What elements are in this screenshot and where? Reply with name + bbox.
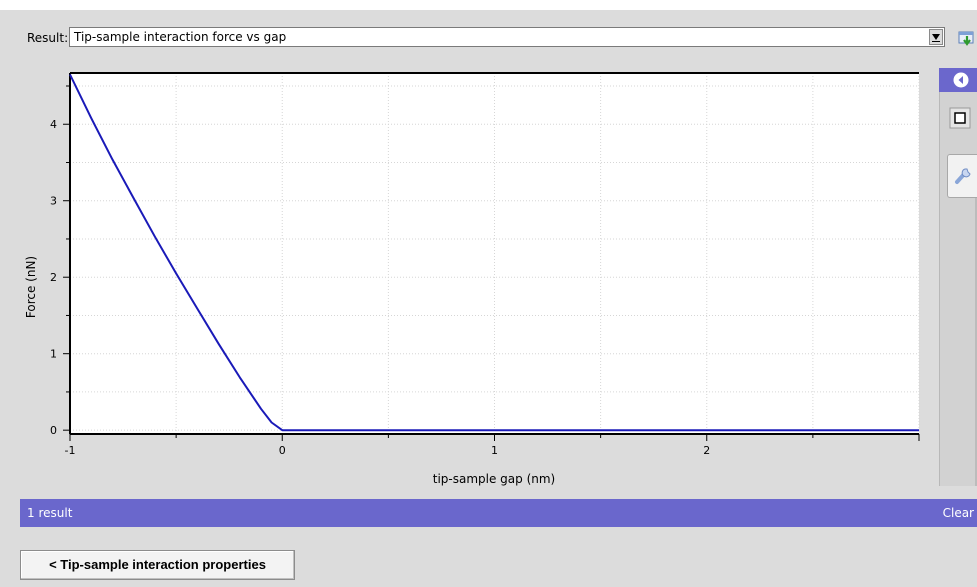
result-select-value: Tip-sample interaction force vs gap [74, 30, 287, 44]
status-bar: 1 result Clear [20, 499, 977, 527]
x-tick-label: 1 [491, 444, 498, 457]
force-series-line [69, 74, 919, 432]
toolbar-edge [975, 198, 977, 486]
square-icon[interactable] [949, 107, 971, 129]
download-icon[interactable] [957, 28, 977, 48]
x-tick-label: 2 [703, 444, 710, 457]
result-label: Result: [27, 31, 69, 45]
y-tick-label: 1 [50, 348, 57, 361]
collapse-arrow-icon[interactable] [952, 71, 970, 89]
dropdown-arrow-icon[interactable] [929, 29, 943, 45]
y-tick-label: 0 [50, 424, 57, 437]
x-axis-label: tip-sample gap (nm) [433, 472, 556, 486]
x-tick-label: 0 [279, 444, 286, 457]
side-toolbar [939, 68, 977, 486]
result-select[interactable]: Tip-sample interaction force vs gap [69, 27, 945, 47]
clear-button[interactable]: Clear [942, 506, 974, 520]
top-strip [0, 0, 977, 10]
y-tick-label: 2 [50, 271, 57, 284]
result-count: 1 result [27, 506, 73, 520]
y-axis-label: Force (nN) [24, 256, 38, 318]
force-gap-chart: -1 0 1 2 0 1 2 3 4 tip-sample gap (nm) Force (nN… [24, 72, 920, 486]
y-tick-label: 4 [50, 118, 57, 131]
y-tick-label: 3 [50, 195, 57, 208]
axes: -1 0 1 2 0 1 2 3 4 [50, 72, 920, 457]
series-group [69, 74, 919, 432]
wrench-icon[interactable] [952, 163, 974, 187]
x-tick-label: -1 [65, 444, 76, 457]
back-button[interactable]: < Tip-sample interaction properties [20, 550, 295, 580]
